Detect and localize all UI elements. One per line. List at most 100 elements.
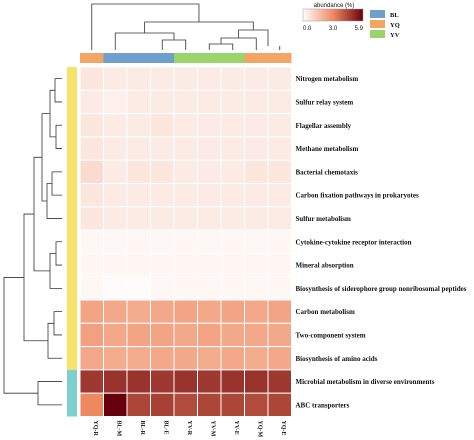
heatmap-cell: [150, 276, 175, 301]
column-group-cell: [150, 53, 174, 63]
heatmap-cell: [126, 66, 151, 91]
colorbar-title: abundance (%): [314, 3, 355, 9]
heatmap-cell: [150, 206, 175, 231]
row-dendrogram-link: [55, 124, 62, 149]
heatmap-cell: [173, 322, 198, 348]
colorbar-tick-min: 0.0: [303, 26, 312, 32]
column-group-cell: [197, 53, 221, 63]
heatmap-cell: [267, 229, 292, 254]
heatmap-cell: [126, 113, 151, 138]
column-dendrogram: [91, 3, 281, 50]
legend-swatch-yv: [370, 30, 385, 38]
heatmap-cell: [150, 252, 175, 278]
column-label: YQ-M: [256, 421, 262, 438]
column-dendrogram-link: [91, 3, 200, 50]
heatmap-cell: [173, 66, 198, 91]
heatmap-cell: [79, 206, 104, 231]
heatmap-cell: [173, 159, 198, 184]
heatmap-cell: [244, 136, 269, 161]
heatmap-cell: [197, 392, 222, 418]
legend-label-bl: BL: [390, 12, 399, 19]
heatmap-cell: [220, 66, 245, 91]
heatmap-cell: [103, 183, 128, 208]
row-dendrogram-link: [23, 213, 48, 342]
heatmap-cell: [173, 206, 198, 231]
heatmap-cell: [267, 159, 292, 184]
heatmap-cell: [79, 346, 104, 371]
colorbar-gradient: [302, 8, 364, 22]
heatmap-cell: [197, 66, 222, 91]
heatmap-cell: [173, 346, 198, 371]
heatmap-cell: [150, 159, 175, 184]
row-label: Flagellar assembly: [296, 122, 352, 130]
row-label: Methane metabolism: [296, 145, 359, 153]
heatmap-cell: [267, 183, 292, 208]
heatmap-cell: [220, 369, 245, 394]
row-label: Mineral absorption: [296, 262, 354, 270]
row-dendrogram-link: [37, 381, 62, 406]
heatmap-cell: [220, 346, 245, 371]
column-label: BL-E: [162, 421, 168, 435]
heatmap-cell: [244, 229, 269, 254]
row-label: Sulfur relay system: [296, 98, 354, 106]
heatmap-cell: [150, 113, 175, 138]
heatmap-cell: [220, 136, 245, 161]
heatmap-cell: [103, 66, 128, 91]
row-dendrogram-link: [55, 241, 62, 266]
heatmap-cell: [79, 89, 104, 115]
colorbar-legend: abundance (%) 0.0 3.0 5.9: [302, 3, 364, 32]
heatmap-cell: [103, 276, 128, 301]
heatmap-cell: [173, 276, 198, 301]
row-labels: Nitrogen metabolism Sulfur relay system Fl…: [296, 75, 467, 409]
row-dendrogram-link: [46, 183, 62, 219]
heatmap-cell: [79, 66, 104, 91]
heatmap-cell: [244, 113, 269, 138]
heatmap-cell: [244, 159, 269, 184]
column-label: BL-M: [115, 421, 121, 437]
row-cluster-bar: [67, 67, 77, 417]
column-label: BL-R: [139, 421, 145, 436]
row-label: Nitrogen metabolism: [296, 75, 359, 83]
heatmap-cell: [103, 392, 128, 418]
heatmap-cell: [267, 66, 292, 91]
heatmap-cells: [79, 66, 292, 418]
heatmap-cell: [244, 183, 269, 208]
heatmap-cell: [197, 229, 222, 254]
heatmap-cell: [197, 89, 222, 115]
colorbar-tick-max: 5.9: [355, 26, 364, 32]
heatmap-cell: [103, 206, 128, 231]
heatmap-cell: [126, 392, 151, 418]
column-label: YQ-E: [280, 421, 286, 436]
column-group-bar: [80, 53, 292, 63]
heatmap-cell: [173, 392, 198, 418]
heatmap-cell: [79, 299, 104, 324]
heatmap-cell: [267, 299, 292, 324]
row-label: Carbon fixation pathways in prokaryotes: [296, 192, 419, 200]
column-label: YV-E: [233, 421, 239, 435]
column-group-cell: [127, 53, 151, 63]
heatmap-cell: [173, 299, 198, 324]
heatmap-cell: [173, 136, 198, 161]
heatmap-cell: [103, 252, 128, 278]
heatmap-cell: [197, 252, 222, 278]
heatmap-cell: [197, 276, 222, 301]
heatmap-cell: [197, 369, 222, 394]
heatmap-cell: [103, 299, 128, 324]
legend-label-yv: YV: [390, 32, 400, 39]
column-dendrogram-link: [144, 21, 254, 33]
heatmap-cell: [220, 276, 245, 301]
row-dendrogram-link: [54, 78, 62, 103]
heatmap-cell: [103, 229, 128, 254]
row-label: Biosynthesis of siderophore group nonrib…: [296, 285, 467, 293]
row-cluster-cell: [67, 67, 77, 370]
heatmap-cell: [126, 229, 151, 254]
legend-label-yq: YQ: [390, 22, 400, 29]
heatmap-cell: [220, 252, 245, 278]
heatmap-cell: [126, 89, 151, 115]
heatmap-cell: [150, 136, 175, 161]
column-group-cell: [221, 53, 245, 63]
heatmap-cell: [150, 346, 175, 371]
heatmap-cell: [79, 322, 104, 348]
